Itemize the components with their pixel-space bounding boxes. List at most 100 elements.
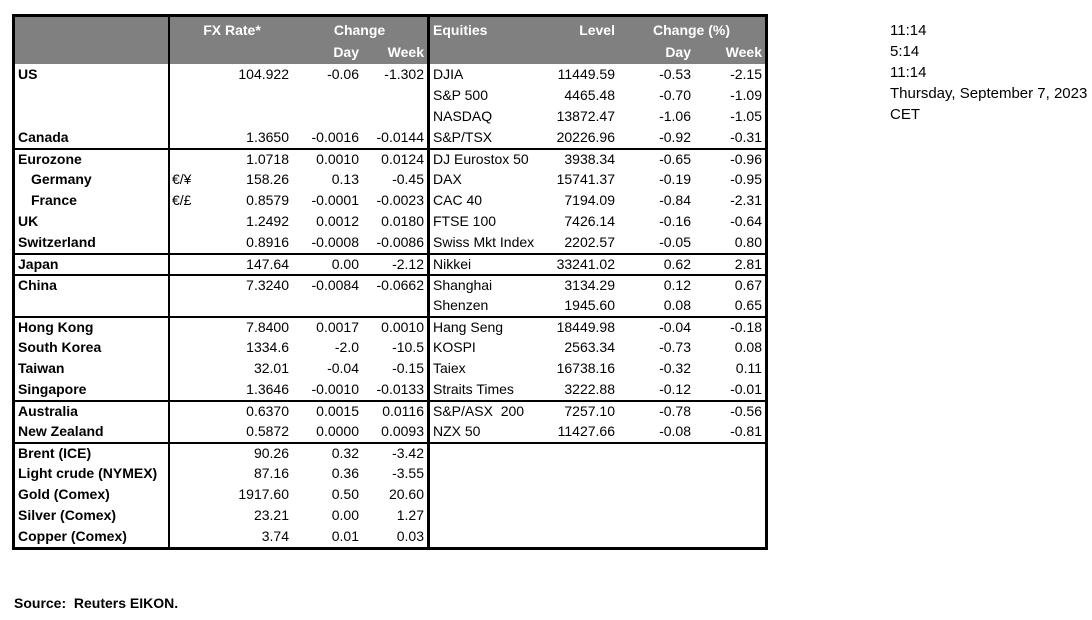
eq-name-cell: DJ Eurostox 50 — [427, 148, 545, 169]
fx-day-change-cell: -0.0001 — [311, 192, 359, 208]
fx-day-change-cell: 0.0012 — [316, 213, 359, 229]
eq-day-change-cell: 0.08 — [663, 297, 691, 313]
fx-pair-symbol-cell — [168, 358, 202, 379]
fx-day-change-cell: -0.04 — [327, 360, 359, 376]
fx-rate-cell: 1917.60 — [238, 486, 289, 502]
eq-level-cell — [545, 484, 618, 505]
fx-pair-symbol-cell — [168, 316, 202, 337]
fx-week-change-cell: 0.0093 — [381, 423, 424, 439]
fx-week-change-cell: 0.03 — [396, 528, 424, 544]
eq-day-change-cell: -1.06 — [659, 108, 691, 124]
eq-level-cell: 16738.16 — [556, 360, 615, 376]
fx-pair-symbol-cell: €/£ — [168, 190, 202, 211]
eq-level-cell: 3134.29 — [545, 274, 618, 295]
header-blank — [545, 41, 618, 64]
fx-day-change-cell: -0.0010 — [311, 381, 359, 397]
eq-week-change-cell: 2.81 — [694, 253, 765, 274]
header-blank — [427, 41, 545, 64]
fx-week-change-cell: -0.0144 — [376, 129, 424, 145]
fx-country-cell: Copper (Comex) — [18, 528, 127, 544]
eq-level-cell: 11449.59 — [557, 66, 615, 82]
eq-level-cell: 11427.66 — [557, 423, 615, 439]
fx-week-change-cell: -3.42 — [362, 442, 427, 463]
fx-day-change-cell: -0.0084 — [292, 274, 362, 295]
fx-pair-symbol-cell — [168, 85, 202, 106]
fx-day-change-cell: 0.0010 — [292, 148, 362, 169]
fx-country-cell: Switzerland — [18, 234, 96, 250]
eq-day-change-cell: -0.32 — [659, 360, 691, 376]
fx-day-change-cell: -2.0 — [334, 339, 359, 355]
eq-day-change-cell: -0.65 — [618, 148, 694, 169]
eq-level-cell: 3938.34 — [545, 148, 618, 169]
fx-week-change-cell: -2.12 — [362, 253, 427, 274]
eq-level-cell: 7426.14 — [564, 213, 615, 229]
eq-name-cell — [427, 505, 545, 526]
eq-name-cell: NASDAQ — [427, 106, 545, 127]
eq-week-change-cell: -0.64 — [730, 213, 762, 229]
eq-week-change-cell — [694, 505, 765, 526]
eq-name-cell: DAX — [427, 169, 545, 190]
fx-week-change-cell: -0.0086 — [376, 234, 424, 250]
header-equities: Equities — [427, 17, 545, 41]
fx-week-change-cell: -0.0133 — [376, 381, 424, 397]
header-eq-change-pct: Change (%) — [618, 17, 765, 41]
eq-day-change-cell — [618, 526, 694, 547]
footnotes: Source: Reuters EIKON. * FX Rate for USD… — [14, 553, 730, 620]
fx-rate-cell — [202, 106, 292, 127]
fx-pair-symbol-cell — [168, 127, 202, 148]
fx-rate-cell: 0.8579 — [246, 192, 289, 208]
fx-rate-cell: 7.8400 — [202, 316, 292, 337]
eq-day-change-cell: 0.62 — [618, 253, 694, 274]
fx-day-change-cell: 0.00 — [331, 507, 359, 523]
fx-rate-cell: 32.01 — [253, 360, 289, 376]
eq-level-cell — [545, 526, 618, 547]
fx-country-cell — [15, 106, 168, 127]
eq-week-change-cell — [694, 442, 765, 463]
fx-rate-cell: 7.3240 — [202, 274, 292, 295]
eq-level-cell — [545, 505, 618, 526]
fx-day-change-cell: -0.06 — [327, 66, 359, 82]
fx-day-change-cell: -0.0016 — [311, 129, 359, 145]
fx-day-change-cell: 0.0015 — [292, 400, 362, 421]
eq-name-cell: KOSPI — [427, 337, 545, 358]
fx-week-change-cell: -0.15 — [392, 360, 424, 376]
header-blank — [15, 41, 168, 64]
fx-day-change-cell: 0.01 — [331, 528, 359, 544]
fx-rate-cell: 1.2492 — [246, 213, 289, 229]
header-blank — [168, 41, 202, 64]
eq-name-cell: NZX 50 — [427, 421, 545, 442]
timestamp-line: 11:14 — [890, 64, 927, 81]
eq-day-change-cell: -0.04 — [618, 316, 694, 337]
eq-day-change-cell: -0.05 — [659, 234, 691, 250]
eq-level-cell: 4465.48 — [564, 87, 615, 103]
eq-level-cell: 13872.47 — [556, 108, 615, 124]
fx-rate-cell — [202, 85, 292, 106]
eq-week-change-cell: 0.80 — [734, 234, 762, 250]
eq-name-cell: Nikkei — [427, 253, 545, 274]
eq-week-change-cell: 0.65 — [734, 297, 762, 313]
eq-day-change-cell: -0.08 — [659, 423, 691, 439]
eq-name-cell — [427, 526, 545, 547]
fx-rate-cell: 0.6370 — [202, 400, 292, 421]
fx-day-change-cell: 0.0017 — [292, 316, 362, 337]
eq-level-cell: 2202.57 — [564, 234, 615, 250]
fx-country-cell: Eurozone — [15, 148, 168, 169]
eq-name-cell: DJIA — [427, 64, 545, 85]
fx-week-change-cell: 0.0124 — [362, 148, 427, 169]
eq-level-cell: 15741.37 — [556, 171, 615, 187]
fx-rate-cell: 158.26 — [246, 171, 289, 187]
fx-pair-symbol-cell — [168, 484, 202, 505]
eq-week-change-cell: -0.01 — [730, 381, 762, 397]
header-fx-day: Day — [292, 41, 362, 64]
fx-day-change-cell: 0.0000 — [316, 423, 359, 439]
fx-country-cell — [15, 85, 168, 106]
source-line: Source: Reuters EIKON. — [14, 595, 179, 611]
header-country-blank — [15, 17, 168, 41]
eq-day-change-cell: -0.19 — [659, 171, 691, 187]
fx-rate-cell: 1.3646 — [246, 381, 289, 397]
header-level: Level — [545, 17, 618, 41]
eq-week-change-cell: -0.31 — [730, 129, 762, 145]
fx-rate-cell: 1.0718 — [202, 148, 292, 169]
fx-rate-cell — [202, 295, 292, 316]
header-fx-rate: FX Rate* — [168, 17, 292, 41]
